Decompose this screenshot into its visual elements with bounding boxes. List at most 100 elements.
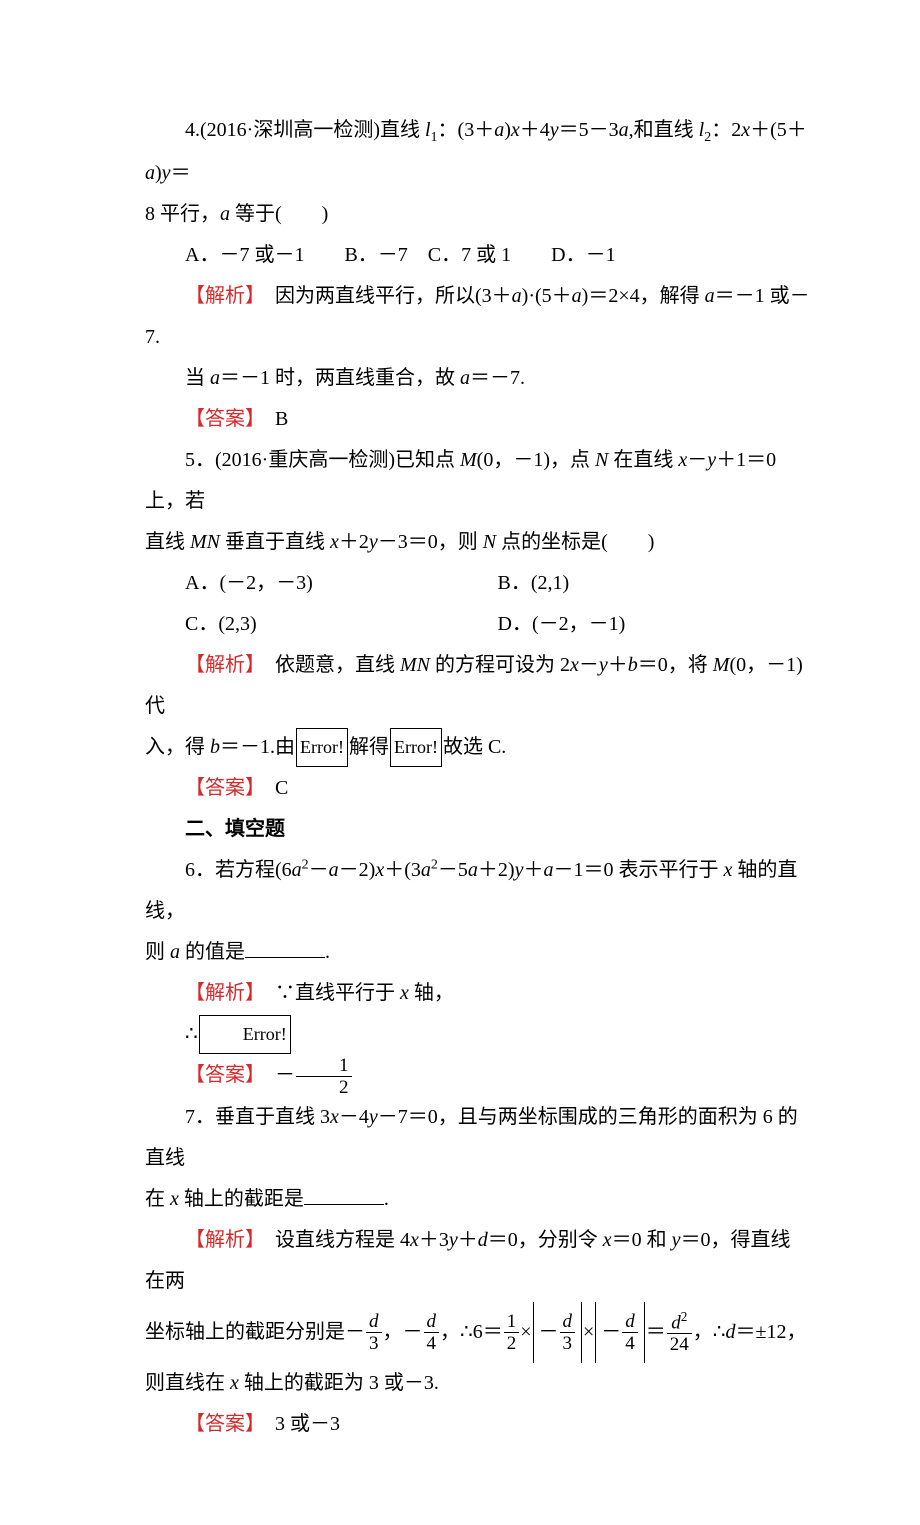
MN: MN xyxy=(400,654,430,676)
t: 7．垂直于直线 3 xyxy=(185,1106,330,1128)
t: ＋(5＋ xyxy=(750,119,807,141)
a: a xyxy=(619,119,629,141)
t: 直线 xyxy=(145,531,190,553)
a: a xyxy=(512,285,522,307)
MN: MN xyxy=(190,531,220,553)
t: 轴， xyxy=(409,982,454,1004)
b: b xyxy=(210,736,220,758)
t: 轴上的截距是 xyxy=(179,1188,304,1210)
t: －4 xyxy=(339,1106,369,1128)
t: )·(5＋ xyxy=(522,285,572,307)
x: x xyxy=(230,1372,239,1394)
frac-d3: d3 xyxy=(559,1312,577,1353)
t: 当 xyxy=(185,367,210,389)
q5-line1: 5．(2016·重庆高一检测)已知点 M(0，－1)，点 N 在直线 x－y＋1… xyxy=(145,440,810,522)
t: ＋ xyxy=(523,859,543,881)
frac-d4: d4 xyxy=(423,1312,441,1353)
abs-d3: － d3 xyxy=(533,1302,583,1363)
t: ＋ xyxy=(608,654,628,676)
d: d xyxy=(478,1229,488,1251)
q5-optA: A．(－2，－3) xyxy=(145,563,498,604)
y: y xyxy=(449,1229,458,1251)
t: 故选 C. xyxy=(443,736,506,758)
y: y xyxy=(550,119,559,141)
q4-line1: 4.(2016·深圳高一检测)直线 l1：(3＋a)x＋4y＝5－3a,和直线 … xyxy=(145,110,810,194)
sq: 2 xyxy=(302,857,309,872)
b: b xyxy=(628,654,638,676)
t: ：(3＋ xyxy=(438,119,495,141)
den: 4 xyxy=(622,1332,638,1353)
error-box: Error! xyxy=(296,728,348,767)
t: 因为两直线平行，所以(3＋ xyxy=(255,285,512,307)
q7-line2: 在 x 轴上的截距是. xyxy=(145,1179,810,1220)
period: . xyxy=(384,1188,389,1210)
t: ＝－1 时，两直线重合，故 xyxy=(220,367,460,389)
daan-label: 【答案】 xyxy=(185,408,255,430)
x: x xyxy=(511,119,520,141)
num: d xyxy=(424,1312,440,1332)
q6-daan: 【答案】 －12 xyxy=(145,1055,810,1097)
num: d xyxy=(560,1312,576,1332)
t: －2) xyxy=(339,859,376,881)
comma: ， xyxy=(383,1312,403,1353)
t: ) xyxy=(155,162,162,184)
error-box: Error! xyxy=(390,728,442,767)
comma: ， xyxy=(693,1312,713,1353)
t: 点的坐标是( ) xyxy=(496,531,654,553)
t: 等于( ) xyxy=(230,203,328,225)
t: － xyxy=(687,449,707,471)
x: x xyxy=(741,119,750,141)
y: y xyxy=(162,162,171,184)
daan-text: C xyxy=(255,777,288,799)
y: y xyxy=(599,654,608,676)
daan-text: B xyxy=(255,408,288,430)
x: x xyxy=(570,654,579,676)
q5-jiexi2: 入，得 b＝－1.由Error!解得Error!故选 C. xyxy=(145,727,810,768)
document-page: 4.(2016·深圳高一检测)直线 l1：(3＋a)x＋4y＝5－3a,和直线 … xyxy=(0,0,920,1525)
ans-prefix: － xyxy=(255,1064,295,1086)
y: y xyxy=(707,449,716,471)
times: × xyxy=(583,1312,594,1353)
frac-half: 12 xyxy=(503,1312,521,1353)
neg: － xyxy=(539,1322,559,1342)
fill-blank xyxy=(304,1184,384,1205)
frac-d4: d4 xyxy=(621,1312,639,1353)
comma: ， xyxy=(440,1312,460,1353)
q6-therefore: ∴Error! xyxy=(145,1014,810,1055)
t: ＝0，分别令 xyxy=(488,1229,603,1251)
x: x xyxy=(400,982,409,1004)
q4-options: A．－7 或－1 B．－7 C．7 或 1 D．－1 xyxy=(145,235,810,276)
t: ,和直线 xyxy=(629,119,699,141)
t: 则直线在 xyxy=(145,1372,230,1394)
t: ＝0 和 xyxy=(612,1229,672,1251)
N: N xyxy=(595,449,608,471)
x: x xyxy=(603,1229,612,1251)
y: y xyxy=(369,531,378,553)
t: 则 xyxy=(145,941,170,963)
a: a xyxy=(468,859,478,881)
t: 轴上的截距为 3 或－3. xyxy=(239,1372,439,1394)
t: 设直线方程是 4 xyxy=(255,1229,410,1251)
t: ＋4 xyxy=(520,119,550,141)
t: － xyxy=(309,859,329,881)
t: 6．若方程(6 xyxy=(185,859,292,881)
sixeq: ∴6＝ xyxy=(460,1312,503,1353)
q4-daan: 【答案】 B xyxy=(145,399,810,440)
error-box: Error! xyxy=(199,1015,291,1054)
eq: ＝ xyxy=(646,1312,666,1353)
t: ) xyxy=(504,119,511,141)
t: ＝－1.由 xyxy=(220,736,295,758)
t: 解得 xyxy=(349,736,389,758)
t: ：2 xyxy=(711,119,741,141)
q4-jiexi2: 当 a＝－1 时，两直线重合，故 a＝－7. xyxy=(145,358,810,399)
num: d xyxy=(622,1312,638,1332)
q4-l1sub: 1 xyxy=(431,130,438,145)
q4-prefix: 4.(2016·深圳高一检测)直线 xyxy=(185,119,425,141)
t: 在直线 xyxy=(608,449,678,471)
t: )＝2×4，解得 xyxy=(582,285,705,307)
M: M xyxy=(460,449,477,471)
den: 3 xyxy=(366,1332,382,1353)
t: 入，得 xyxy=(145,736,210,758)
x: x xyxy=(410,1229,419,1251)
neg: － xyxy=(601,1322,621,1342)
